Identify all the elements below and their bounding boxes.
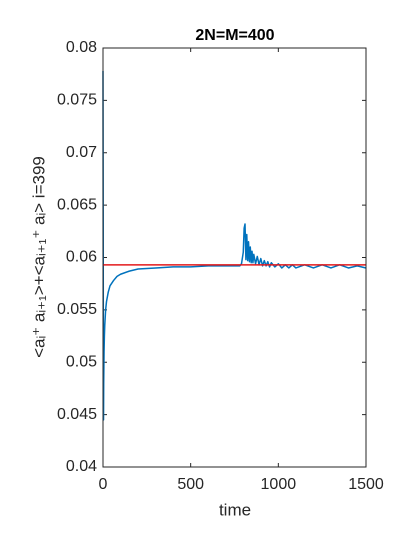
x-tick-label: 1000 (261, 476, 297, 493)
chart-title: 2N=M=400 (195, 27, 274, 44)
line-series (102, 71, 367, 421)
x-tick-label: 0 (99, 476, 108, 493)
y-tick-label: 0.07 (66, 144, 97, 161)
y-tick-label: 0.045 (57, 406, 97, 423)
plot-frame (102, 47, 367, 468)
y-tick-label: 0.06 (66, 249, 97, 266)
y-axis-label: <aᵢ⁺ aᵢ₊₁>+<aᵢ₊₁⁺ aᵢ> i=399 (29, 156, 48, 358)
y-tick-label: 0.055 (57, 301, 97, 318)
y-tick-label: 0.065 (57, 196, 97, 213)
y-tick-label: 0.04 (66, 458, 97, 475)
y-tick-label: 0.075 (57, 92, 97, 109)
x-tick-label: 500 (177, 476, 204, 493)
x-tick-label: 1500 (348, 476, 384, 493)
y-tick-label: 0.05 (66, 353, 97, 370)
y-tick-label: 0.08 (66, 39, 97, 56)
x-axis-label: time (219, 500, 251, 519)
